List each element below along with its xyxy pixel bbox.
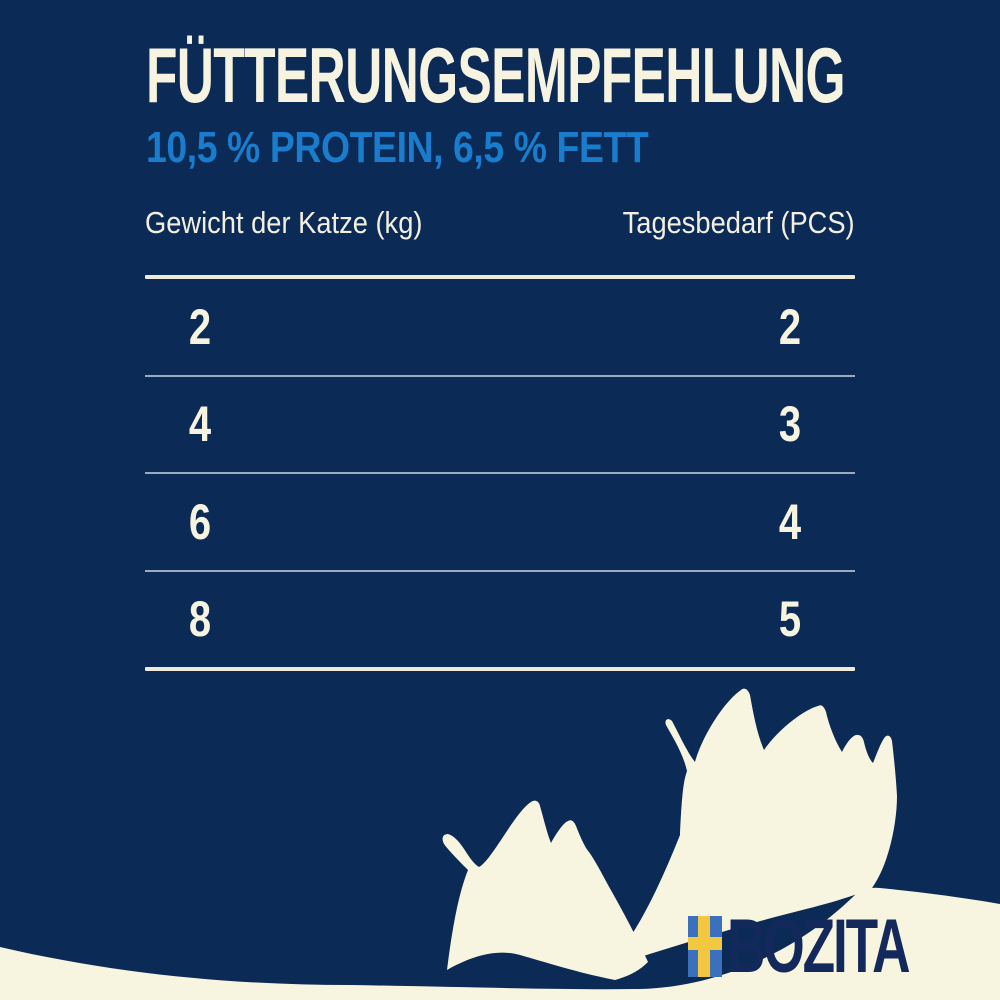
cell-weight-kg: 4 <box>188 396 212 453</box>
cell-weight-kg: 8 <box>188 591 212 648</box>
cell-daily-pcs: 4 <box>778 493 802 550</box>
cell-daily-pcs: 2 <box>778 298 802 355</box>
footer-rule <box>145 667 855 671</box>
cell-weight-kg: 2 <box>188 298 212 355</box>
table-row: 2 2 <box>145 279 855 375</box>
page-subtitle: 10,5 % PROTEIN, 6,5 % FETT <box>146 123 649 172</box>
cell-daily-pcs: 5 <box>778 591 802 648</box>
column-header-daily-need: Tagesbedarf (PCS) <box>623 205 855 240</box>
moose-antlers-icon <box>600 688 897 970</box>
table-row: 8 5 <box>145 569 855 668</box>
cell-weight-kg: 6 <box>188 493 212 550</box>
footer-graphic <box>0 688 1000 1000</box>
cell-daily-pcs: 3 <box>778 396 802 453</box>
brand-logo: BOZITA <box>688 904 986 989</box>
brand-wordmark: BOZITA <box>727 904 911 989</box>
swedish-flag-icon <box>688 916 722 977</box>
feeding-table: 2 2 4 3 6 4 8 5 <box>145 279 855 667</box>
header-rule <box>145 275 855 279</box>
moose-antlers-icon <box>442 800 648 980</box>
wave-shape <box>0 887 1000 1000</box>
table-row: 6 4 <box>145 472 855 570</box>
table-row: 4 3 <box>145 374 855 473</box>
flag-cross-horizontal <box>688 937 722 950</box>
table-header-row: Gewicht der Katze (kg) Tagesbedarf (PCS) <box>145 206 855 240</box>
page-title: FÜTTERUNGSEMPFEHLUNG <box>146 31 846 119</box>
column-header-weight: Gewicht der Katze (kg) <box>145 205 423 240</box>
